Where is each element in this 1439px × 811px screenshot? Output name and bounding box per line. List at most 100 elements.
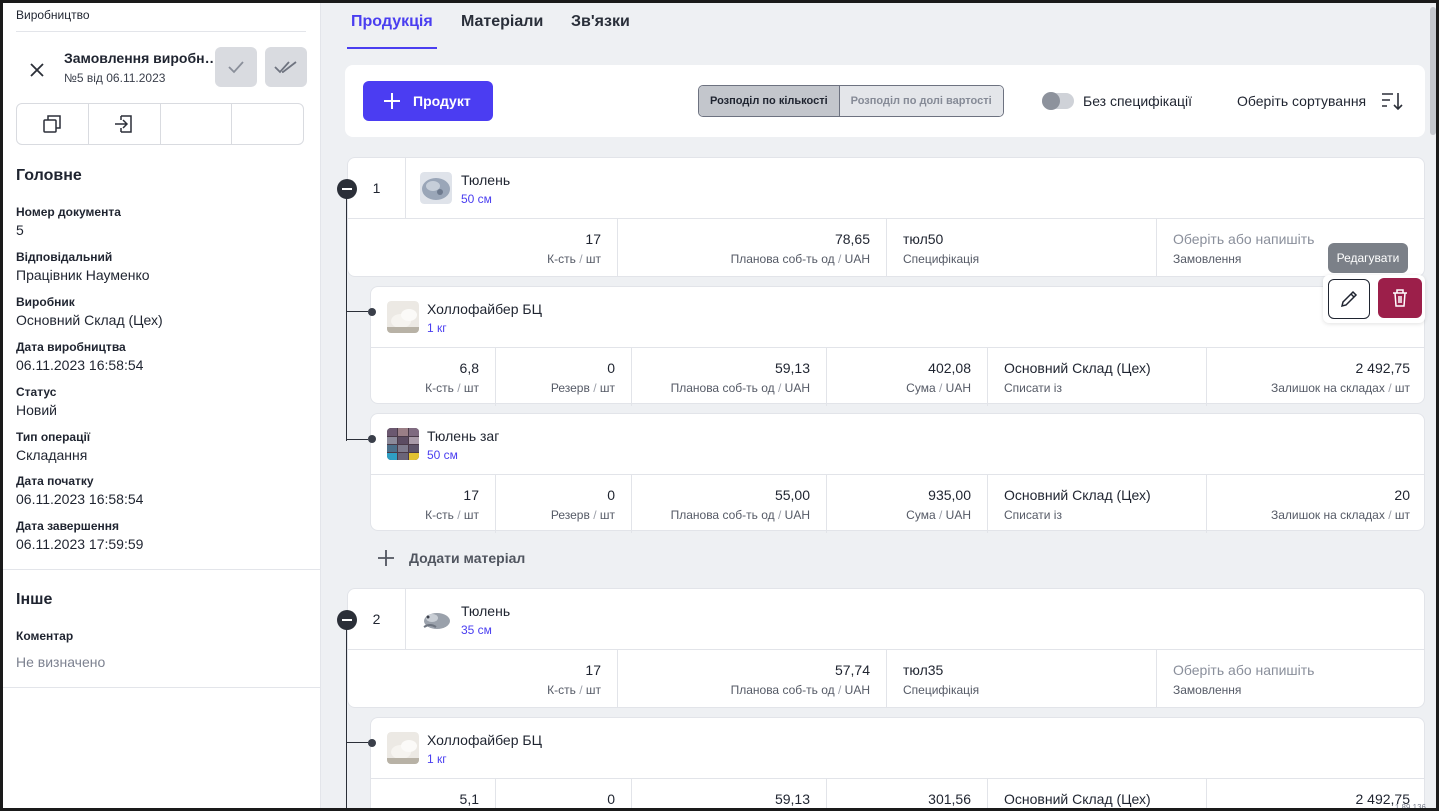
order-cell[interactable]: Оберіть або напишіть Замовлення xyxy=(1157,219,1426,277)
action-bar: Продукт Розподіл по кількості Розподіл п… xyxy=(345,65,1425,137)
edit-button[interactable] xyxy=(1328,279,1370,319)
tree-line xyxy=(346,189,347,441)
field-value: 06.11.2023 16:58:54 xyxy=(16,357,144,373)
copy-button[interactable] xyxy=(17,104,89,144)
sort-select[interactable]: Оберіть сортування xyxy=(1237,93,1367,109)
confirm-all-button[interactable] xyxy=(265,47,307,87)
planned-cost-label: Планова соб-ть од / UAH xyxy=(730,252,870,266)
reserve-cell[interactable]: 0 Резерв / шт xyxy=(496,475,632,533)
planned-cost-label: Планова соб-ть од / UAH xyxy=(670,508,810,522)
reserve-value: 0 xyxy=(607,360,615,376)
reserve-cell[interactable]: 0 xyxy=(496,779,632,808)
material-name[interactable]: Холлофайбер БЦ xyxy=(427,301,542,317)
minus-icon xyxy=(342,188,352,190)
warehouse-label: Списати із xyxy=(1004,508,1062,522)
other-heading: Інше xyxy=(16,591,53,608)
warehouse-cell[interactable]: Основний Склад (Цех) Списати із xyxy=(988,348,1207,406)
product-name[interactable]: Тюлень xyxy=(461,603,511,619)
qty-cell[interactable]: 17 К-сть / шт xyxy=(348,219,618,277)
spec-cell[interactable]: тюл50 Специфікація xyxy=(887,219,1157,277)
qty-cell[interactable]: 6,8 К-сть / шт xyxy=(371,348,496,406)
plus-icon xyxy=(378,550,394,566)
planned-cost-value: 59,13 xyxy=(774,791,810,807)
field-label: Номер документа xyxy=(16,205,121,219)
collapse-button[interactable] xyxy=(337,179,357,199)
sum-cell[interactable]: 935,00 Сума / UAH xyxy=(827,475,988,533)
sum-cell[interactable]: 301,56 xyxy=(827,779,988,808)
minus-icon xyxy=(342,619,352,621)
divider xyxy=(3,569,321,570)
add-product-button[interactable]: Продукт xyxy=(363,81,493,121)
reserve-label: Резерв / шт xyxy=(550,381,615,395)
scrollbar[interactable] xyxy=(1430,7,1436,135)
product-name[interactable]: Тюлень xyxy=(461,172,511,188)
qty-cell[interactable]: 5,1 xyxy=(371,779,496,808)
toolbar-empty-slot[interactable] xyxy=(232,104,303,144)
add-material-button[interactable]: Додати матеріал xyxy=(377,549,525,567)
material-name[interactable]: Холлофайбер БЦ xyxy=(427,732,542,748)
warehouse-cell[interactable]: Основний Склад (Цех) xyxy=(988,779,1207,808)
qty-cell[interactable]: 17 К-сть / шт xyxy=(371,475,496,533)
sum-label: Сума / UAH xyxy=(906,508,971,522)
reserve-cell[interactable]: 0 Резерв / шт xyxy=(496,348,632,406)
product-card: 2 Тюлень 35 см 17 К-сть / шт 57,74 Плано… xyxy=(347,588,1425,708)
spec-value: тюл50 xyxy=(903,231,944,247)
material-card: Холлофайбер БЦ 1 кг 5,1 0 59,13 301,56 О… xyxy=(370,717,1426,808)
product-thumbnail xyxy=(420,172,452,204)
confirm-button[interactable] xyxy=(215,47,257,87)
tab-links[interactable]: Зв'язки xyxy=(571,13,630,30)
field-value: Працівник Науменко xyxy=(16,267,150,283)
distribution-by-cost-share[interactable]: Розподіл по долі вартості xyxy=(839,86,1003,116)
tab-products[interactable]: Продукція xyxy=(347,13,437,49)
field-label: Дата початку xyxy=(16,474,94,488)
without-spec-toggle[interactable] xyxy=(1042,92,1074,110)
spec-label: Специфікація xyxy=(903,252,980,266)
stock-cell: 2 492,75 Залишок на складах / шт xyxy=(1207,348,1426,406)
planned-cost-label: Планова соб-ть од / UAH xyxy=(730,683,870,697)
order-label: Замовлення xyxy=(1173,683,1242,697)
reserve-value: 0 xyxy=(607,791,615,807)
field-label: Відповідальний xyxy=(16,250,113,264)
close-button[interactable] xyxy=(24,57,50,83)
delete-button[interactable] xyxy=(1378,278,1422,318)
spec-cell[interactable]: тюл35 Специфікація xyxy=(887,650,1157,708)
warehouse-cell[interactable]: Основний Склад (Цех) Списати із xyxy=(988,475,1207,533)
material-unit: 1 кг xyxy=(427,321,447,335)
order-cell[interactable]: Оберіть або напишіть Замовлення xyxy=(1157,650,1426,708)
product-card: 1 Тюлень 50 см 17 К-сть / шт 78,65 Плано… xyxy=(347,157,1425,277)
collapse-button[interactable] xyxy=(337,610,357,630)
product-thumbnail xyxy=(420,603,452,635)
tab-materials[interactable]: Матеріали xyxy=(461,13,544,30)
planned-cost-cell[interactable]: 55,00 Планова соб-ть од / UAH xyxy=(632,475,827,533)
field-value: 06.11.2023 16:58:54 xyxy=(16,491,144,507)
stock-value: 2 492,75 xyxy=(1355,791,1411,807)
warehouse-value: Основний Склад (Цех) xyxy=(1004,360,1151,376)
sort-icon[interactable] xyxy=(1381,91,1403,111)
double-check-icon xyxy=(274,61,297,74)
tree-line xyxy=(346,742,368,743)
distribution-by-quantity[interactable]: Розподіл по кількості xyxy=(699,86,840,116)
close-icon xyxy=(30,63,44,77)
sum-cell[interactable]: 402,08 Сума / UAH xyxy=(827,348,988,406)
material-name[interactable]: Тюлень заг xyxy=(427,428,500,444)
stock-cell: 2 492,75 xyxy=(1207,779,1426,808)
qty-cell[interactable]: 17 К-сть / шт xyxy=(348,650,618,708)
planned-cost-cell[interactable]: 59,13 Планова соб-ть од / UAH xyxy=(632,348,827,406)
comment-value[interactable]: Не визначено xyxy=(16,654,106,670)
sum-value: 402,08 xyxy=(928,360,971,376)
field-label: Тип операції xyxy=(16,430,91,444)
stock-value: 20 xyxy=(1394,487,1410,503)
qty-label: К-сть / шт xyxy=(425,381,479,395)
without-spec-label: Без специфікації xyxy=(1083,93,1193,109)
planned-cost-cell[interactable]: 78,65 Планова соб-ть од / UAH xyxy=(618,219,887,277)
toolbar-empty-slot[interactable] xyxy=(161,104,233,144)
field-label: Дата завершення xyxy=(16,519,119,533)
copy-icon xyxy=(43,115,62,133)
sum-label: Сума / UAH xyxy=(906,381,971,395)
import-button[interactable] xyxy=(89,104,161,144)
planned-cost-cell[interactable]: 59,13 xyxy=(632,779,827,808)
row-actions-popover xyxy=(1323,275,1425,323)
material-card: Холлофайбер БЦ 1 кг 6,8 К-сть / шт 0 Рез… xyxy=(370,286,1426,406)
stock-value: 2 492,75 xyxy=(1355,360,1411,376)
planned-cost-cell[interactable]: 57,74 Планова соб-ть од / UAH xyxy=(618,650,887,708)
